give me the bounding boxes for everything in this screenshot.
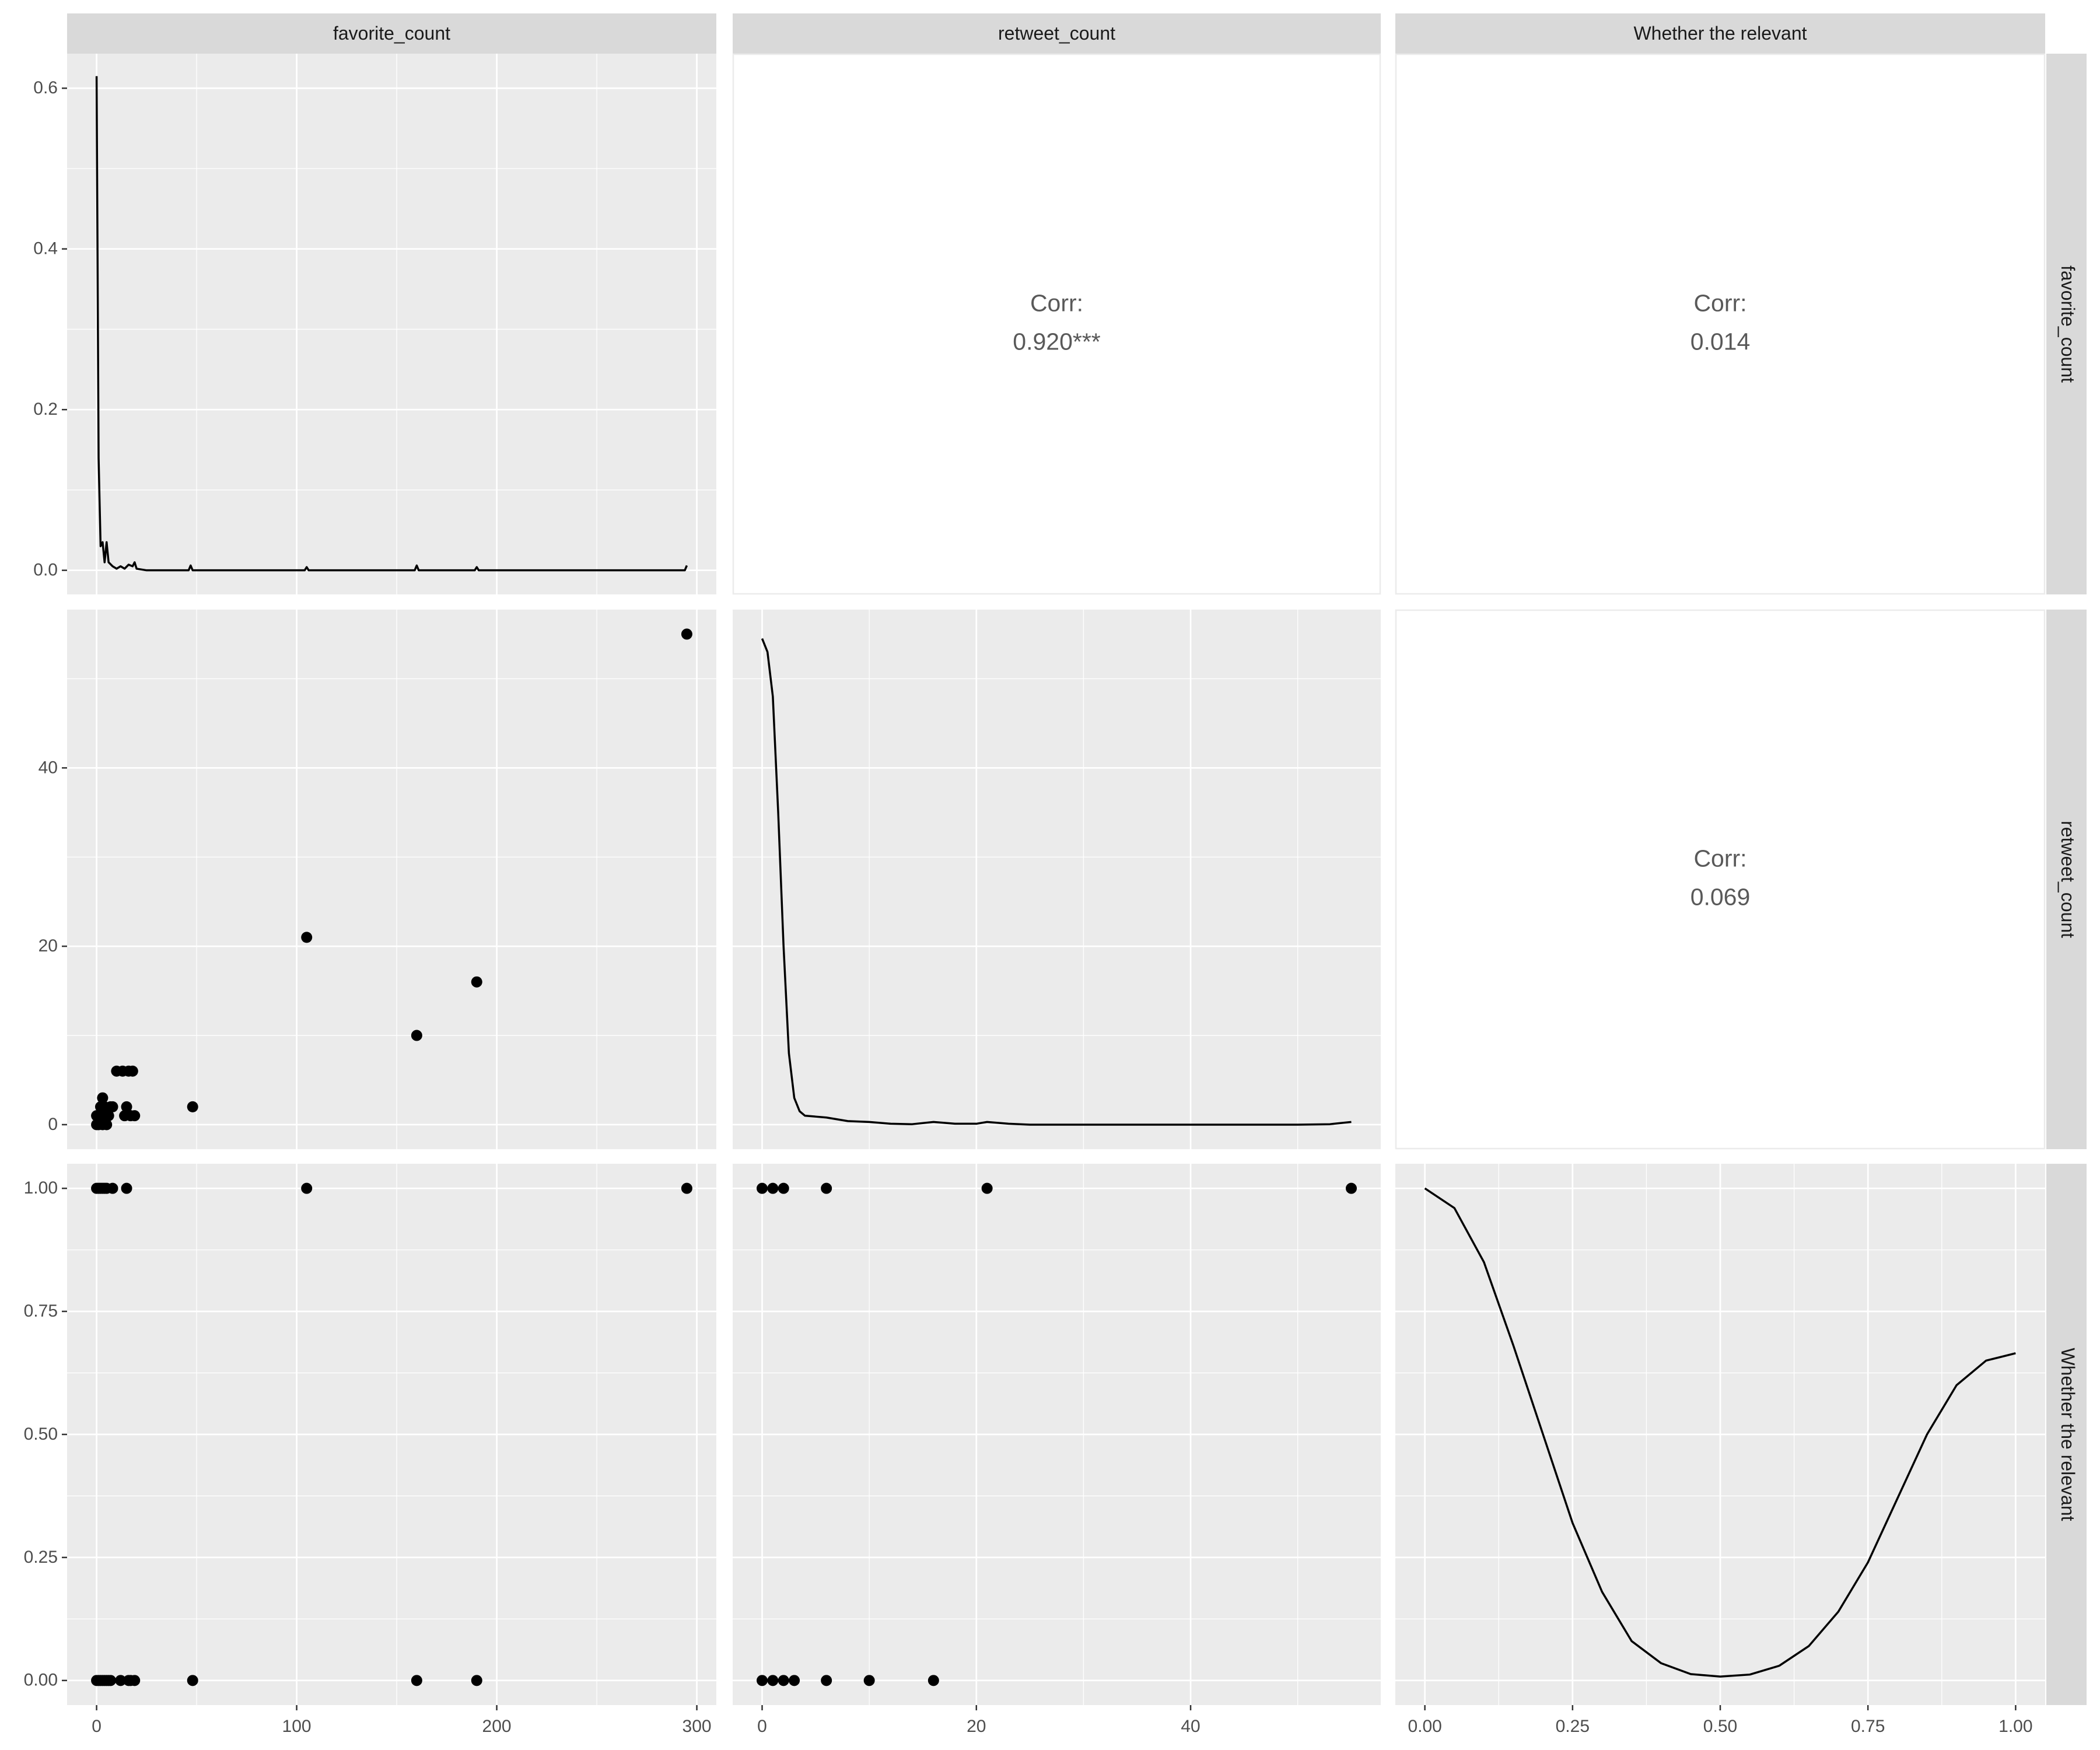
y-tick-label: 0.00 — [24, 1671, 58, 1690]
point — [757, 1675, 768, 1686]
panel-background — [733, 610, 1381, 1149]
density-line — [95, 76, 688, 572]
point — [778, 1182, 789, 1194]
corr-text: 0.920*** — [1013, 328, 1101, 355]
point — [821, 1675, 832, 1686]
y-tick-label: 40 — [38, 758, 58, 777]
point — [681, 628, 692, 640]
point — [101, 1119, 113, 1130]
point — [981, 1182, 993, 1194]
point — [129, 1110, 141, 1122]
point — [121, 1101, 132, 1112]
strip-label: retweet_count — [998, 23, 1115, 44]
density-line — [761, 638, 1352, 1126]
corr-text: Corr: — [1030, 289, 1083, 316]
point — [301, 1182, 313, 1194]
x-tick-label: 0.25 — [1556, 1717, 1590, 1736]
strip-right — [2046, 1164, 2087, 1705]
point — [928, 1675, 939, 1686]
x-tick-label: 200 — [482, 1717, 512, 1736]
point — [301, 932, 313, 943]
point — [105, 1675, 117, 1686]
strip-label: favorite_count — [2057, 265, 2078, 383]
point — [471, 1675, 482, 1686]
point — [757, 1182, 768, 1194]
panel-background — [67, 610, 716, 1149]
x-tick-label: 20 — [967, 1717, 986, 1736]
y-tick-label: 0 — [48, 1115, 58, 1134]
x-tick-label: 0.50 — [1703, 1717, 1737, 1736]
strip-top — [67, 13, 716, 54]
x-tick-label: 0 — [757, 1717, 767, 1736]
strip-top — [1395, 13, 2045, 54]
y-tick-label: 0.2 — [33, 400, 58, 419]
point — [1346, 1182, 1357, 1194]
point — [129, 1675, 141, 1686]
y-tick-label: 20 — [38, 936, 58, 956]
x-tick-label: 100 — [282, 1717, 312, 1736]
point — [103, 1110, 114, 1122]
density-line — [1424, 1187, 2016, 1678]
corr-text: Corr: — [1693, 845, 1746, 872]
point — [411, 1675, 422, 1686]
point — [863, 1675, 875, 1686]
strip-label: Whether the relevant — [2057, 1348, 2078, 1521]
x-tick-label: 40 — [1181, 1717, 1200, 1736]
strip-label: retweet_count — [2057, 821, 2078, 938]
x-tick-label: 1.00 — [1999, 1717, 2032, 1736]
point — [821, 1182, 832, 1194]
point — [97, 1092, 108, 1104]
x-tick-label: 0.00 — [1408, 1717, 1441, 1736]
strip-label: Whether the relevant — [1633, 23, 1807, 44]
point — [107, 1182, 118, 1194]
strip-label: favorite_count — [333, 23, 450, 44]
y-tick-label: 0.6 — [33, 78, 58, 97]
x-tick-label: 0 — [92, 1717, 102, 1736]
y-tick-label: 1.00 — [24, 1178, 58, 1198]
x-tick-label: 300 — [682, 1717, 712, 1736]
point — [681, 1182, 692, 1194]
y-tick-label: 0.50 — [24, 1424, 58, 1444]
x-tick-label: 0.75 — [1851, 1717, 1885, 1736]
point — [121, 1182, 132, 1194]
point — [789, 1675, 800, 1686]
strip-top — [733, 13, 1381, 54]
point — [411, 1030, 422, 1041]
panel-background — [1395, 609, 2046, 1150]
panel-background — [732, 53, 1381, 595]
corr-text: Corr: — [1693, 289, 1746, 316]
corr-text: 0.014 — [1690, 328, 1751, 355]
point — [187, 1675, 198, 1686]
point — [767, 1182, 779, 1194]
point — [115, 1675, 127, 1686]
y-tick-label: 0.0 — [33, 561, 58, 580]
corr-text: 0.069 — [1690, 883, 1751, 910]
panel-background — [1395, 53, 2046, 595]
point — [107, 1101, 118, 1112]
strip-right — [2046, 610, 2087, 1149]
point — [187, 1101, 198, 1112]
panel-background — [67, 54, 716, 594]
y-tick-label: 0.25 — [24, 1548, 58, 1567]
strip-right — [2046, 54, 2087, 594]
y-tick-label: 0.4 — [33, 239, 58, 258]
point — [778, 1675, 789, 1686]
point — [127, 1065, 138, 1077]
point — [471, 976, 482, 988]
y-tick-label: 0.75 — [24, 1301, 58, 1321]
point — [767, 1675, 779, 1686]
